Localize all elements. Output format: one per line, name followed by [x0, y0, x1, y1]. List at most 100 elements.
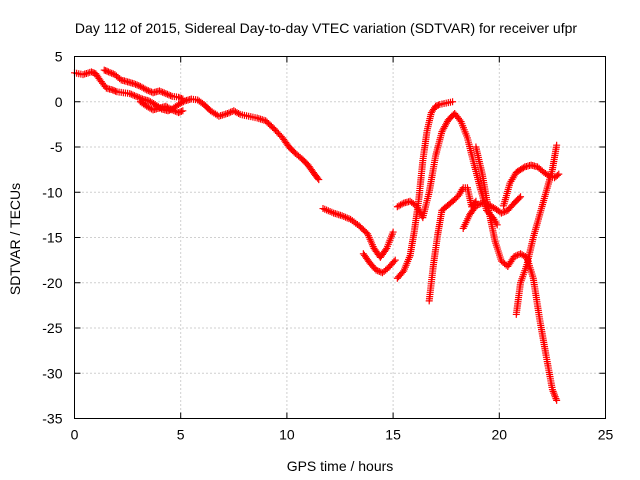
data-point: [555, 170, 563, 178]
data-point: [162, 90, 170, 98]
y-tick-label: -5: [50, 139, 63, 155]
data-point: [130, 80, 138, 88]
data-point: [104, 68, 112, 76]
data-point-fill: [131, 92, 139, 100]
data-point: [143, 86, 151, 94]
data-point-fill: [160, 89, 168, 97]
data-point-fill: [135, 82, 143, 90]
y-tick-label: -25: [42, 320, 62, 336]
data-point-fill: [129, 91, 137, 99]
series-arc1: [71, 68, 323, 184]
data-point: [472, 202, 480, 210]
y-tick-label: -15: [42, 230, 62, 246]
data-point-fill: [146, 87, 154, 95]
series-arc10: [472, 143, 561, 404]
data-point-fill: [177, 94, 185, 102]
data-point: [132, 92, 140, 100]
y-tick-label: 0: [55, 94, 63, 110]
data-point: [372, 266, 380, 274]
data-point-fill: [340, 213, 348, 221]
data-point: [389, 228, 397, 236]
x-tick-label: 15: [385, 427, 401, 443]
data-point-fill: [132, 80, 140, 88]
y-tick-label: -20: [42, 275, 62, 291]
data-point-fill: [474, 201, 482, 209]
data-point-fill: [127, 90, 135, 98]
data-point-fill: [225, 109, 233, 117]
data-point: [497, 209, 505, 217]
data-point-fill: [501, 208, 509, 216]
y-axis-label: SDTVAR / TECUs: [7, 183, 23, 295]
data-point: [449, 98, 457, 106]
data-point-fill: [144, 87, 152, 95]
y-tick-label: -10: [42, 184, 62, 200]
data-point-fill: [167, 105, 175, 113]
data-point: [126, 90, 134, 98]
axis-ticks: 0 5 10 15 20 25 5 0 -5 -10 -15 -20 -25 -30 -35: [42, 49, 613, 443]
data-point: [179, 95, 187, 103]
data-points: [71, 66, 563, 404]
x-tick-label: 5: [177, 427, 185, 443]
data-point-fill: [499, 208, 507, 216]
data-point-fill: [135, 94, 143, 102]
data-point: [155, 87, 163, 95]
data-point-fill: [553, 171, 561, 179]
data-point-fill: [235, 110, 243, 118]
x-tick-label: 0: [71, 427, 79, 443]
data-point-fill: [163, 90, 171, 98]
data-point: [338, 212, 346, 220]
data-point-fill: [519, 164, 527, 172]
series-arc4: [319, 205, 397, 261]
series-arc5: [359, 250, 399, 277]
data-point: [517, 193, 525, 201]
data-point: [553, 141, 561, 149]
data-point-fill: [159, 88, 167, 96]
data-point: [223, 110, 231, 118]
x-tick-label: 25: [598, 427, 614, 443]
y-tick-label: 5: [55, 49, 63, 65]
data-point-fill: [171, 107, 179, 115]
data-point: [315, 176, 323, 184]
x-axis-label: GPS time / hours: [287, 458, 394, 474]
data-point-fill: [398, 200, 406, 208]
data-point-fill: [512, 252, 520, 260]
data-point-fill: [475, 200, 483, 208]
data-point-fill: [314, 174, 322, 182]
data-point-fill: [134, 93, 142, 101]
y-tick-label: -30: [42, 365, 62, 381]
data-point-fill: [342, 213, 350, 221]
data-point: [179, 107, 187, 115]
data-point-fill: [167, 92, 175, 100]
data-point-fill: [133, 81, 141, 89]
series-arc3: [136, 98, 187, 117]
data-point: [168, 106, 176, 114]
chart-title: Day 112 of 2015, Sidereal Day-to-day VTE…: [75, 20, 577, 36]
series-arc12: [512, 141, 561, 318]
data-point-fill: [177, 107, 185, 115]
data-point-fill: [103, 67, 111, 75]
data-point-fill: [108, 69, 116, 77]
plot-frame: [74, 56, 606, 419]
data-point-fill: [382, 246, 390, 254]
data-point-fill: [515, 194, 523, 202]
data-point-fill: [374, 267, 382, 275]
series-arc11: [500, 161, 563, 210]
data-point-fill: [390, 258, 398, 266]
data-point-fill: [112, 87, 120, 95]
data-point-fill: [157, 88, 165, 96]
data-point-fill: [141, 85, 149, 93]
data-point: [510, 253, 518, 261]
series-arc7: [393, 110, 501, 229]
series-arc8: [425, 184, 480, 305]
grid: [74, 56, 606, 419]
y-tick-label: -35: [42, 411, 62, 427]
data-point-fill: [377, 268, 385, 276]
data-point-fill: [165, 91, 173, 99]
data-point-fill: [343, 214, 351, 222]
series-arc2: [100, 66, 187, 103]
data-point-fill: [456, 116, 464, 124]
data-point: [391, 256, 399, 264]
data-point-fill: [170, 107, 178, 115]
data-point: [553, 396, 561, 404]
